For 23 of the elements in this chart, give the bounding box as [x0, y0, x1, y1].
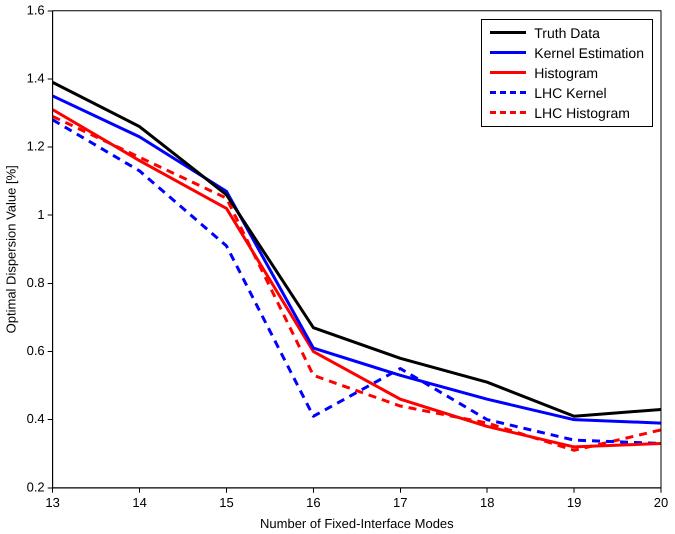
y-tick-label: 0.6	[26, 343, 45, 358]
y-tick-label: 1.6	[26, 2, 45, 18]
x-tick-label: 14	[132, 495, 147, 510]
legend-label: Kernel Estimation	[534, 44, 644, 61]
legend-label: LHC Kernel	[534, 84, 607, 101]
y-tick-label: 1.2	[26, 138, 45, 154]
x-axis-title: Number of Fixed-Interface Modes	[260, 516, 454, 531]
y-tick-label: 1.4	[26, 70, 45, 86]
x-tick-label: 19	[566, 495, 582, 510]
x-tick-label: 15	[219, 495, 234, 510]
y-tick-label: 0.4	[26, 411, 45, 426]
x-tick-label: 20	[654, 495, 668, 510]
x-tick-label: 17	[393, 495, 408, 510]
y-tick-label: 0.2	[26, 479, 45, 494]
legend-label: LHC Histogram	[534, 104, 630, 121]
x-tick-label: 13	[45, 495, 60, 510]
y-axis-title: Optimal Dispersion Value [%]	[3, 165, 18, 334]
x-tick-label: 18	[480, 495, 494, 510]
y-tick-label: 1	[37, 206, 45, 222]
legend-label: Histogram	[534, 64, 598, 81]
legend-label: Truth Data	[534, 24, 600, 41]
x-tick-label: 16	[306, 495, 321, 510]
y-tick-label: 0.8	[26, 274, 45, 290]
